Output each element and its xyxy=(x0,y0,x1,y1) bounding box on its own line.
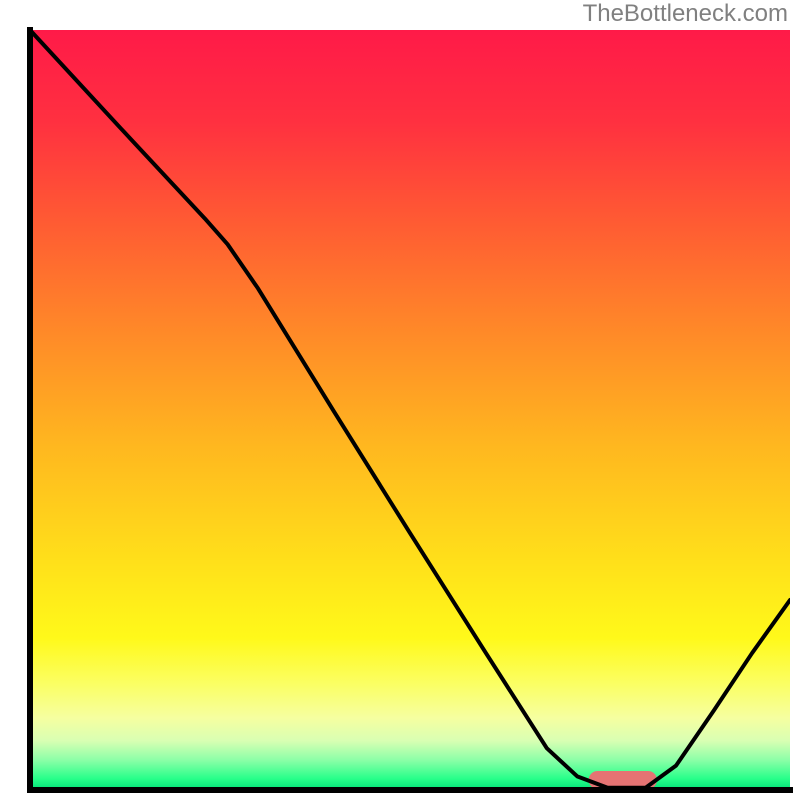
bottleneck-chart xyxy=(0,0,800,800)
plot-background xyxy=(30,30,790,790)
watermark-text: TheBottleneck.com xyxy=(583,0,788,28)
chart-container: TheBottleneck.com xyxy=(0,0,800,800)
